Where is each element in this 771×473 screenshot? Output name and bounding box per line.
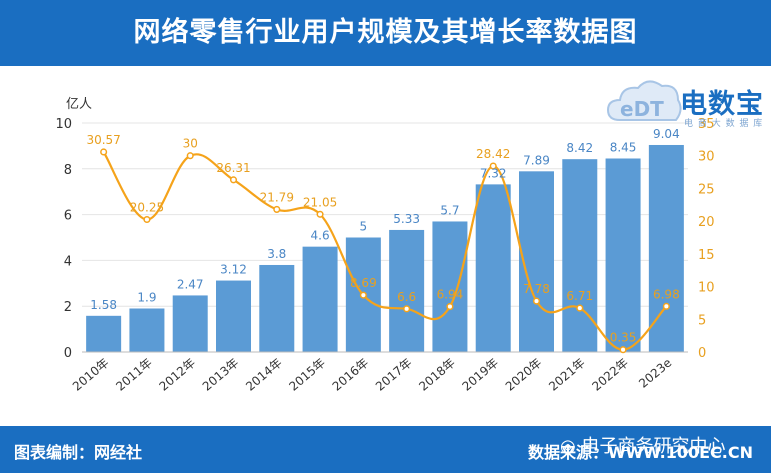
x-tick-label: 2012年 <box>157 356 199 394</box>
bar-value-label: 5.33 <box>393 212 420 226</box>
x-tick-label: 2011年 <box>113 356 155 394</box>
bar <box>389 229 425 352</box>
y-tick-label: 4 <box>64 254 72 269</box>
bar-value-label: 8.42 <box>566 141 593 155</box>
bar <box>519 171 554 352</box>
line-value-label: 6.94 <box>437 288 464 302</box>
bar <box>129 308 165 352</box>
bar <box>302 246 338 352</box>
bar-value-label: 1.9 <box>137 290 156 304</box>
header-bar <box>0 0 771 66</box>
y-axis-label: 亿人 <box>66 97 92 112</box>
footer-compiler: 图表编制：网经社 <box>14 443 143 462</box>
x-tick-label: 2016年 <box>330 356 372 394</box>
line-value-label: 30.57 <box>86 133 120 147</box>
chart-title: 网络零售行业用户规模及其增长率数据图 <box>133 17 638 48</box>
line-point <box>100 148 108 156</box>
line-point <box>316 210 324 218</box>
line-value-label: 0.35 <box>610 331 637 345</box>
line-point <box>446 303 454 311</box>
y2-tick-label: 15 <box>698 248 715 263</box>
line-value-label: 21.79 <box>260 190 294 204</box>
line-value-label: 7.78 <box>523 282 550 296</box>
line-value-label: 6.71 <box>566 289 593 303</box>
bar <box>86 315 122 352</box>
bar-value-label: 9.04 <box>653 127 680 141</box>
line-value-label: 6.98 <box>653 287 680 301</box>
wechat-source: ◎ 电子商务研究中心 <box>560 432 725 458</box>
x-tick-label: 2017年 <box>373 356 415 394</box>
line-point <box>229 176 238 184</box>
y2-tick-label: 5 <box>698 313 706 328</box>
bar-value-label: 3.8 <box>267 247 286 261</box>
bar <box>475 184 511 352</box>
x-tick-label: 2014年 <box>243 356 285 394</box>
line-value-label: 30 <box>183 137 198 151</box>
bar-value-label: 2.47 <box>177 277 204 291</box>
y-tick-label: 8 <box>64 163 72 178</box>
line-value-label: 8.69 <box>350 276 377 290</box>
line-value-label: 28.42 <box>476 147 510 161</box>
x-tick-label: 2015年 <box>286 356 328 394</box>
y-tick-label: 6 <box>64 209 72 224</box>
x-tick-label: 2013年 <box>200 356 242 394</box>
x-tick-label: 2023e <box>636 356 674 391</box>
chart: 0 2 4 6 8 10 0 5 10 15 20 25 30 35 亿人 1.58 1.9 2.47 3.12 3.… <box>55 97 715 394</box>
line-point <box>273 205 281 213</box>
bar <box>648 144 684 352</box>
line-point <box>403 305 411 313</box>
bar-value-label: 5.7 <box>440 203 459 217</box>
y2-tick-label: 20 <box>698 215 715 230</box>
line-point <box>662 302 670 310</box>
bar <box>172 295 208 352</box>
x-tick-label: 2021年 <box>546 356 588 394</box>
x-tick-label: 2019年 <box>460 356 502 394</box>
line-value-label: 20.25 <box>130 201 164 215</box>
line-value-label: 21.05 <box>303 195 337 209</box>
logo-text: 电数宝 <box>680 89 764 120</box>
line-point <box>186 152 194 160</box>
bar-value-label: 7.89 <box>523 153 550 167</box>
logo-emblem: eDT <box>620 97 664 121</box>
x-tick-label: 2020年 <box>503 356 545 394</box>
line-point <box>576 304 584 312</box>
line-point <box>489 162 497 170</box>
line-value-label: 26.31 <box>216 161 250 175</box>
bar-value-label: 7.32 <box>480 166 507 180</box>
y-tick-label: 0 <box>64 346 72 361</box>
x-tick-label: 2010年 <box>70 356 112 394</box>
bar-value-label: 5 <box>360 220 368 234</box>
y2-tick-label: 35 <box>698 117 715 132</box>
y2-tick-label: 25 <box>698 182 715 197</box>
bar <box>605 158 641 352</box>
y-tick-label: 10 <box>55 117 72 132</box>
y2-tick-label: 30 <box>698 150 715 165</box>
x-tick-label: 2018年 <box>416 356 458 394</box>
wechat-icon: ◎ <box>560 436 576 457</box>
bar-value-label: 1.58 <box>90 298 117 312</box>
line-point <box>619 346 627 354</box>
logo-subtitle: 电 商 大 数 据 库 <box>684 119 764 129</box>
bar-value-label: 8.45 <box>610 140 637 154</box>
y2-tick-label: 0 <box>698 346 706 361</box>
line-point <box>532 297 541 305</box>
bar-value-label: 3.12 <box>220 263 247 277</box>
bar <box>432 221 468 352</box>
y-tick-label: 2 <box>64 300 72 315</box>
y2-tick-label: 10 <box>698 281 715 296</box>
line-point <box>359 291 367 299</box>
wechat-label: 电子商务研究中心 <box>581 436 726 457</box>
bar-value-label: 4.6 <box>311 229 330 243</box>
footer-bar: 图表编制：网经社 ◎ 电子商务研究中心 数据来源：WWW.100EC.CN <box>0 426 771 473</box>
line-value-label: 6.6 <box>397 290 416 304</box>
footer-source: 数据来源：WWW.100EC.CN <box>527 443 753 462</box>
line-point <box>143 215 151 224</box>
bar <box>259 264 295 352</box>
x-tick-label: 2022年 <box>589 356 631 394</box>
logo: eDT <box>606 70 766 132</box>
bar <box>216 280 251 352</box>
bar <box>562 159 598 352</box>
cloud-logo-icon: eDT <box>606 80 682 121</box>
